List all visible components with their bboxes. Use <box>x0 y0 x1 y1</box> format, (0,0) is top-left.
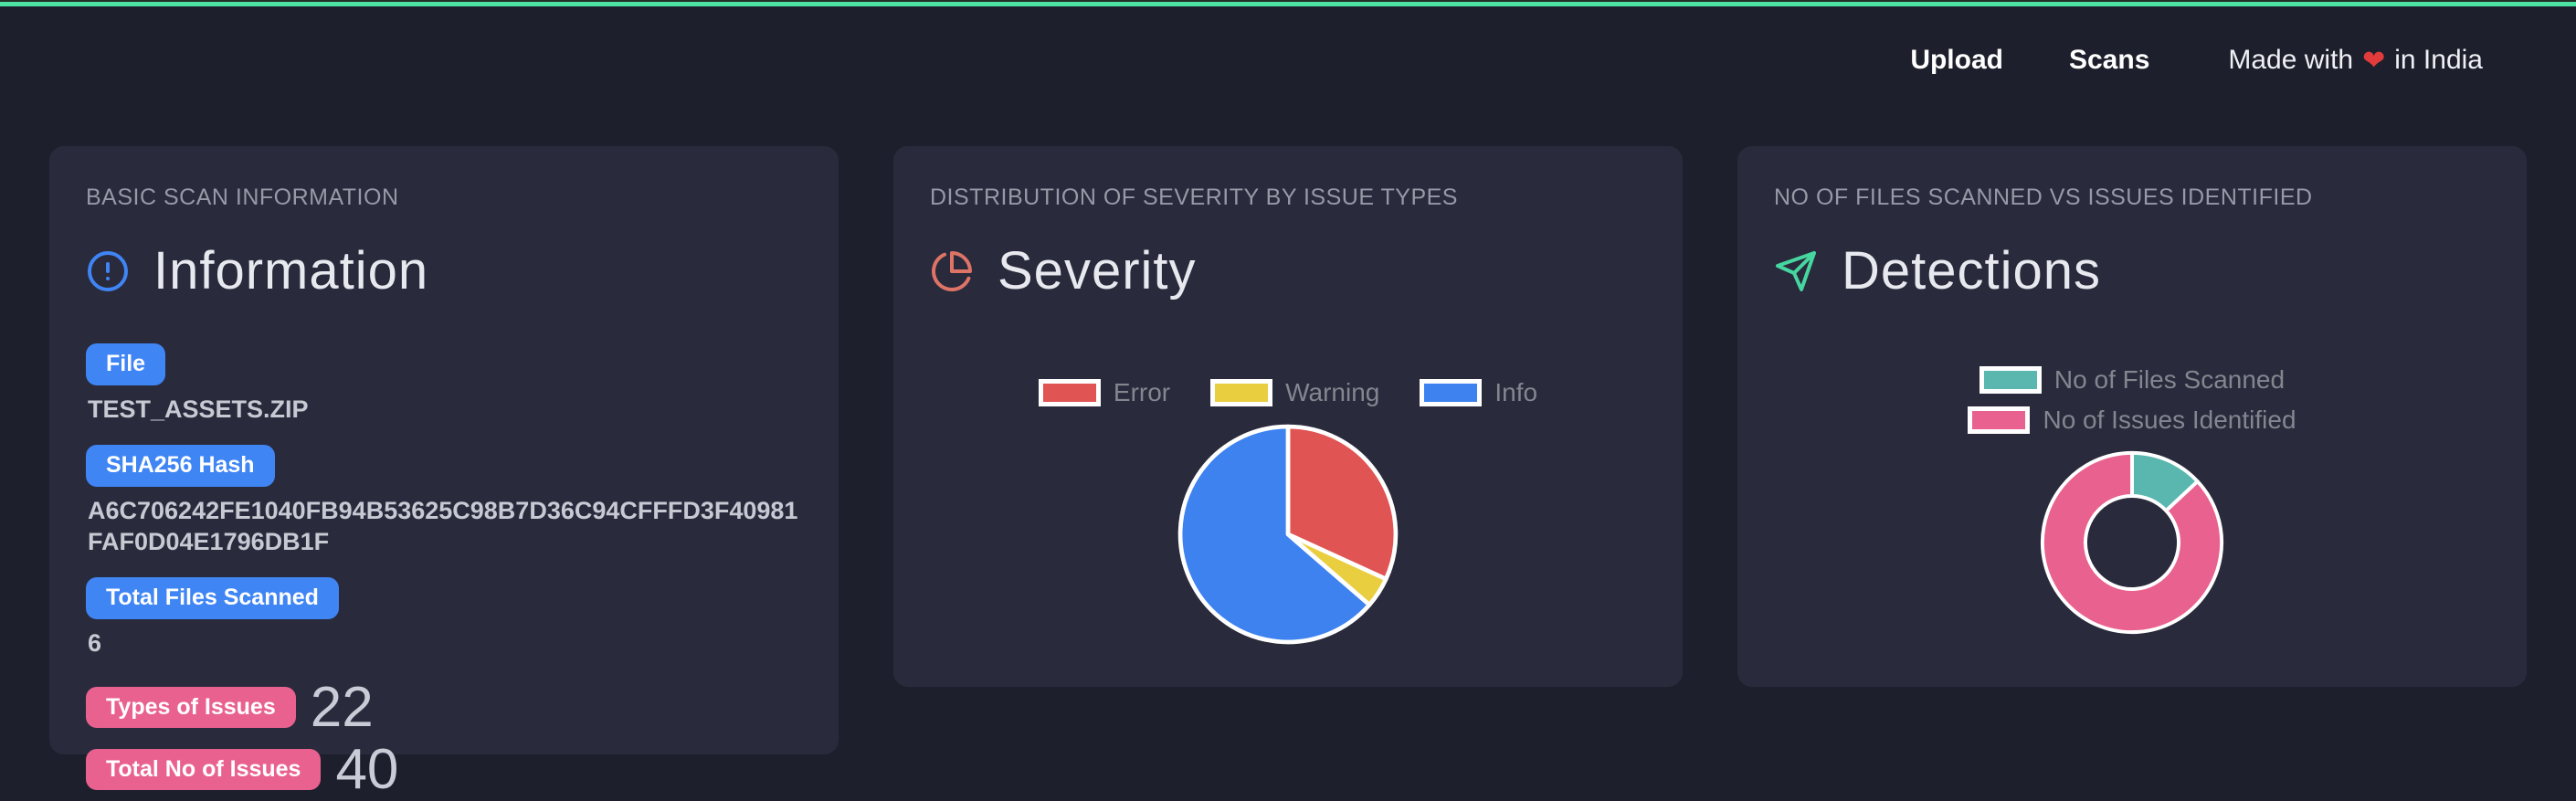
detections-doughnut-chart[interactable] <box>1774 448 2490 638</box>
send-icon <box>1776 250 1816 291</box>
field-total-no-of-issues: Total No of Issues 40 <box>86 737 802 801</box>
slice-info[interactable] <box>1177 424 1372 645</box>
legend-label: Warning <box>1285 378 1380 406</box>
detections-legend: No of Files Scanned No of Issues Identifi… <box>1774 365 2490 435</box>
pie-chart-icon <box>932 250 972 291</box>
types-of-issues-value: 22 <box>310 675 374 739</box>
field-sha256-hash: SHA256 Hash A6C706242FE1040FB94B53625C98… <box>86 445 802 557</box>
navbar: Upload Scans Made with ❤ in India <box>0 6 2576 114</box>
field-types-of-issues: Types of Issues 22 <box>86 675 802 739</box>
card-eyebrow: NO OF FILES SCANNED VS ISSUES IDENTIFIED <box>1774 184 2313 210</box>
field-file: File TEST_ASSETS.ZIP <box>86 343 802 425</box>
card-title: Severity <box>998 241 1197 300</box>
legend-swatch-no-of-files-scanned <box>1979 366 2042 394</box>
tagline-suffix: in India <box>2394 45 2483 75</box>
dashboard: BASIC SCAN INFORMATION Information File … <box>49 146 2527 797</box>
card-eyebrow: DISTRIBUTION OF SEVERITY BY ISSUE TYPES <box>930 184 1458 210</box>
severity-pie-svg <box>1177 424 1399 645</box>
detections-doughnut-svg <box>2040 450 2224 635</box>
total-files-scanned-value: 6 <box>88 628 102 657</box>
severity-legend: Error Warning Info <box>930 378 1646 407</box>
detections-card: NO OF FILES SCANNED VS ISSUES IDENTIFIED… <box>1737 146 2527 687</box>
legend-label: Info <box>1494 378 1538 406</box>
slice-error[interactable] <box>1285 424 1399 582</box>
total-files-scanned-badge: Total Files Scanned <box>86 577 339 619</box>
legend-item-warning[interactable]: Warning <box>1210 378 1379 407</box>
alert-circle-icon <box>88 250 128 291</box>
file-name-value: TEST_ASSETS.ZIP <box>88 395 309 423</box>
total-no-of-issues-badge: Total No of Issues <box>86 748 322 791</box>
tagline-prefix: Made with <box>2228 45 2354 75</box>
legend-label: No of Issues Identified <box>2043 406 2296 434</box>
field-total-files-scanned: Total Files Scanned 6 <box>86 577 802 659</box>
legend-swatch-error <box>1038 379 1101 406</box>
legend-item-no-of-issues-identified[interactable]: No of Issues Identified <box>1968 406 2296 435</box>
slice-no-of-issues-identified[interactable] <box>2040 450 2224 635</box>
made-with-love-tagline: Made with ❤ in India <box>2228 45 2483 77</box>
information-card: BASIC SCAN INFORMATION Information File … <box>49 146 839 797</box>
total-no-of-issues-value: 40 <box>335 737 399 801</box>
top-accent-bar <box>0 0 2576 6</box>
card-title: Detections <box>1842 241 2102 300</box>
legend-item-error[interactable]: Error <box>1038 378 1171 407</box>
severity-card: DISTRIBUTION OF SEVERITY BY ISSUE TYPES … <box>893 146 1683 687</box>
severity-pie-chart[interactable] <box>930 420 1646 648</box>
nav-link-scans[interactable]: Scans <box>2068 45 2150 75</box>
legend-item-info[interactable]: Info <box>1420 378 1537 407</box>
legend-swatch-warning <box>1210 379 1273 406</box>
legend-item-no-of-files-scanned[interactable]: No of Files Scanned <box>1979 365 2286 395</box>
sha256-hash-value: A6C706242FE1040FB94B53625C98B7D36C94CFFF… <box>88 496 798 555</box>
card-title: Information <box>153 241 429 300</box>
card-eyebrow: BASIC SCAN INFORMATION <box>86 184 399 210</box>
nav-link-upload[interactable]: Upload <box>1910 45 2003 75</box>
legend-swatch-info <box>1420 379 1483 406</box>
legend-label: Error <box>1113 378 1171 406</box>
types-of-issues-badge: Types of Issues <box>86 686 296 729</box>
file-badge: File <box>86 343 166 385</box>
heart-icon: ❤ <box>2362 45 2386 76</box>
sha256-hash-badge: SHA256 Hash <box>86 445 275 487</box>
scan-info-fields: File TEST_ASSETS.ZIP SHA256 Hash A6C7062… <box>86 343 802 798</box>
legend-label: No of Files Scanned <box>2053 365 2286 394</box>
legend-swatch-no-of-issues-identified <box>1968 406 2031 434</box>
